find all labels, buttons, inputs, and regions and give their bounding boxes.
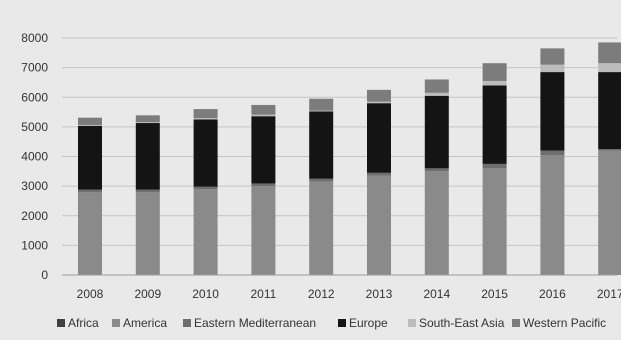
bar-segment (193, 189, 218, 275)
bar-segment (309, 111, 334, 179)
legend-label: Western Pacific (523, 316, 606, 330)
bar-segment (309, 181, 334, 275)
bar-segment (424, 171, 449, 275)
legend: Africa America Eastern Mediterranean Europe… (57, 316, 606, 330)
bar-segment (193, 117, 218, 120)
y-axis-tick-labels: 0 1000 2000 3000 4000 5000 6000 7000 8000 (21, 31, 48, 282)
x-tick-label: 2013 (366, 287, 393, 301)
legend-swatch (512, 319, 520, 327)
legend-label: Europe (349, 316, 388, 330)
y-tick-label: 7000 (21, 61, 48, 75)
bar-segment (424, 95, 449, 169)
bar-segment (598, 149, 621, 151)
bar-segment (367, 172, 391, 176)
x-tick-label: 2014 (423, 287, 450, 301)
bar-segment (540, 72, 565, 151)
x-tick-label: 2017 (597, 287, 621, 301)
bar-segment (309, 110, 334, 112)
y-tick-label: 4000 (21, 150, 48, 164)
legend-swatch (408, 319, 416, 327)
bar-segment (367, 103, 391, 173)
bar-segment (78, 125, 102, 126)
bar-segment (251, 183, 276, 187)
bar-segment (482, 85, 507, 164)
bar-segment (367, 89, 391, 102)
x-tick-label: 2016 (539, 287, 566, 301)
y-tick-label: 6000 (21, 90, 48, 104)
bar-segment (424, 92, 449, 96)
x-tick-label: 2012 (308, 287, 335, 301)
bar-segment (78, 192, 102, 275)
bar-segment (367, 175, 391, 275)
bar-segment (540, 48, 565, 65)
legend-swatch (112, 319, 120, 327)
bar-segment (78, 117, 102, 126)
bars (78, 42, 621, 275)
legend-label: South-East Asia (419, 316, 505, 330)
bar-segment (482, 168, 507, 275)
bar-segment (135, 122, 160, 124)
bar-segment (424, 168, 449, 172)
bar-segment (135, 192, 160, 275)
bar-segment (482, 80, 507, 86)
y-tick-label: 0 (41, 268, 48, 282)
y-tick-label: 3000 (21, 179, 48, 193)
x-tick-label: 2015 (481, 287, 508, 301)
bar-segment (309, 98, 334, 111)
y-tick-label: 5000 (21, 120, 48, 134)
bar-segment (367, 101, 391, 104)
bar-segment (598, 150, 621, 275)
bar-segment (135, 189, 160, 193)
bar-segment (598, 42, 621, 64)
bar-segment (598, 63, 621, 73)
bar-segment (135, 115, 160, 123)
y-tick-label: 8000 (21, 31, 48, 45)
bar-segment (482, 63, 507, 81)
x-tick-label: 2009 (134, 287, 161, 301)
y-tick-label: 2000 (21, 209, 48, 223)
x-axis-tick-labels: 2008 2009 2010 2011 2012 2013 2014 2015 2016 2017 (77, 287, 621, 301)
bar-segment (251, 186, 276, 275)
bar-segment (193, 186, 218, 190)
y-tick-label: 1000 (21, 238, 48, 252)
legend-label: Africa (68, 316, 99, 330)
legend-swatch (57, 319, 65, 327)
bar-segment (251, 116, 276, 184)
x-tick-label: 2011 (250, 287, 276, 301)
bar-segment (193, 119, 218, 187)
bar-segment (540, 150, 565, 156)
legend-swatch (183, 319, 191, 327)
bar-segment (251, 104, 276, 115)
bar-segment (78, 189, 102, 193)
bar-segment (251, 114, 276, 117)
bar-segment (309, 178, 334, 182)
bar-segment (135, 123, 160, 190)
bar-segment (598, 72, 621, 150)
x-tick-label: 2008 (77, 287, 104, 301)
bar-segment (482, 163, 507, 169)
legend-label: America (123, 316, 167, 330)
legend-swatch (338, 319, 346, 327)
bar-segment (540, 64, 565, 73)
x-tick-label: 2010 (192, 287, 219, 301)
bar-segment (78, 125, 102, 190)
bar-segment (540, 155, 565, 275)
bar-segment (193, 109, 218, 118)
bar-segment (424, 79, 449, 93)
legend-label: Eastern Mediterranean (194, 316, 316, 330)
